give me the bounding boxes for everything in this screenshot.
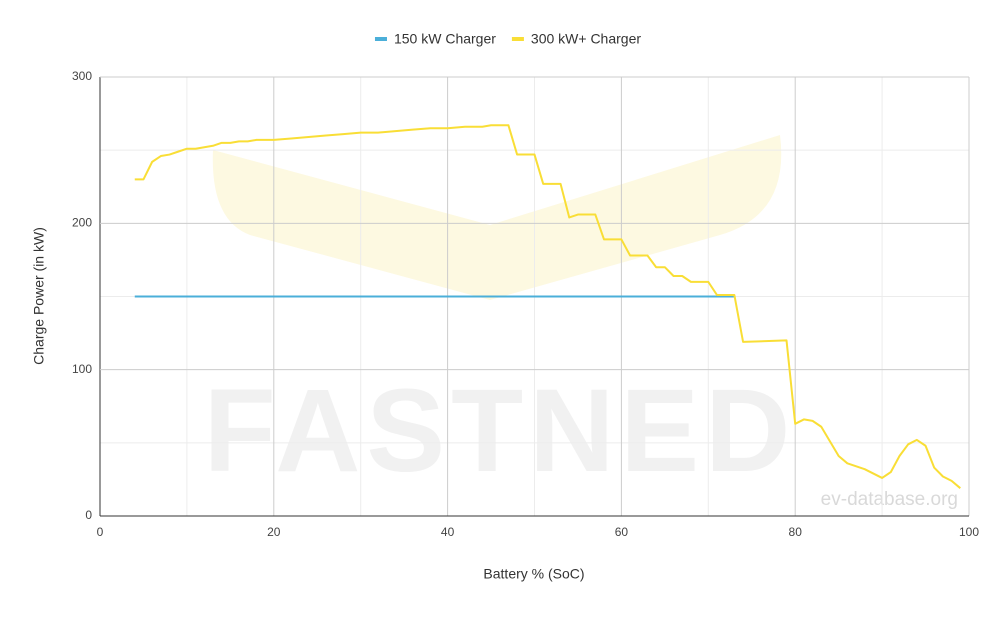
legend-label: 300 kW+ Charger xyxy=(531,31,641,47)
legend-swatch xyxy=(511,37,524,41)
x-tick-label: 60 xyxy=(615,525,629,539)
x-tick-label: 80 xyxy=(789,525,803,539)
legend-swatch xyxy=(374,37,387,41)
legend-label: 150 kW Charger xyxy=(394,31,496,47)
y-tick-label: 200 xyxy=(72,216,92,230)
credit: ev-database.org xyxy=(821,489,958,510)
y-tick-label: 0 xyxy=(85,508,92,522)
y-tick-label: 300 xyxy=(72,69,92,83)
x-axis-label: Battery % (SoC) xyxy=(483,566,584,582)
y-tick-label: 100 xyxy=(72,362,92,376)
x-tick-label: 0 xyxy=(97,525,104,539)
x-tick-label: 100 xyxy=(959,525,979,539)
x-tick-label: 40 xyxy=(441,525,455,539)
legend: 150 kW Charger 300 kW+ Charger xyxy=(374,31,641,47)
watermark-logo xyxy=(212,135,782,300)
x-tick-label: 20 xyxy=(267,525,281,539)
watermark: FASTNED xyxy=(204,365,797,497)
series-line xyxy=(134,124,961,489)
y-axis-label: Charge Power (in kW) xyxy=(31,227,47,365)
